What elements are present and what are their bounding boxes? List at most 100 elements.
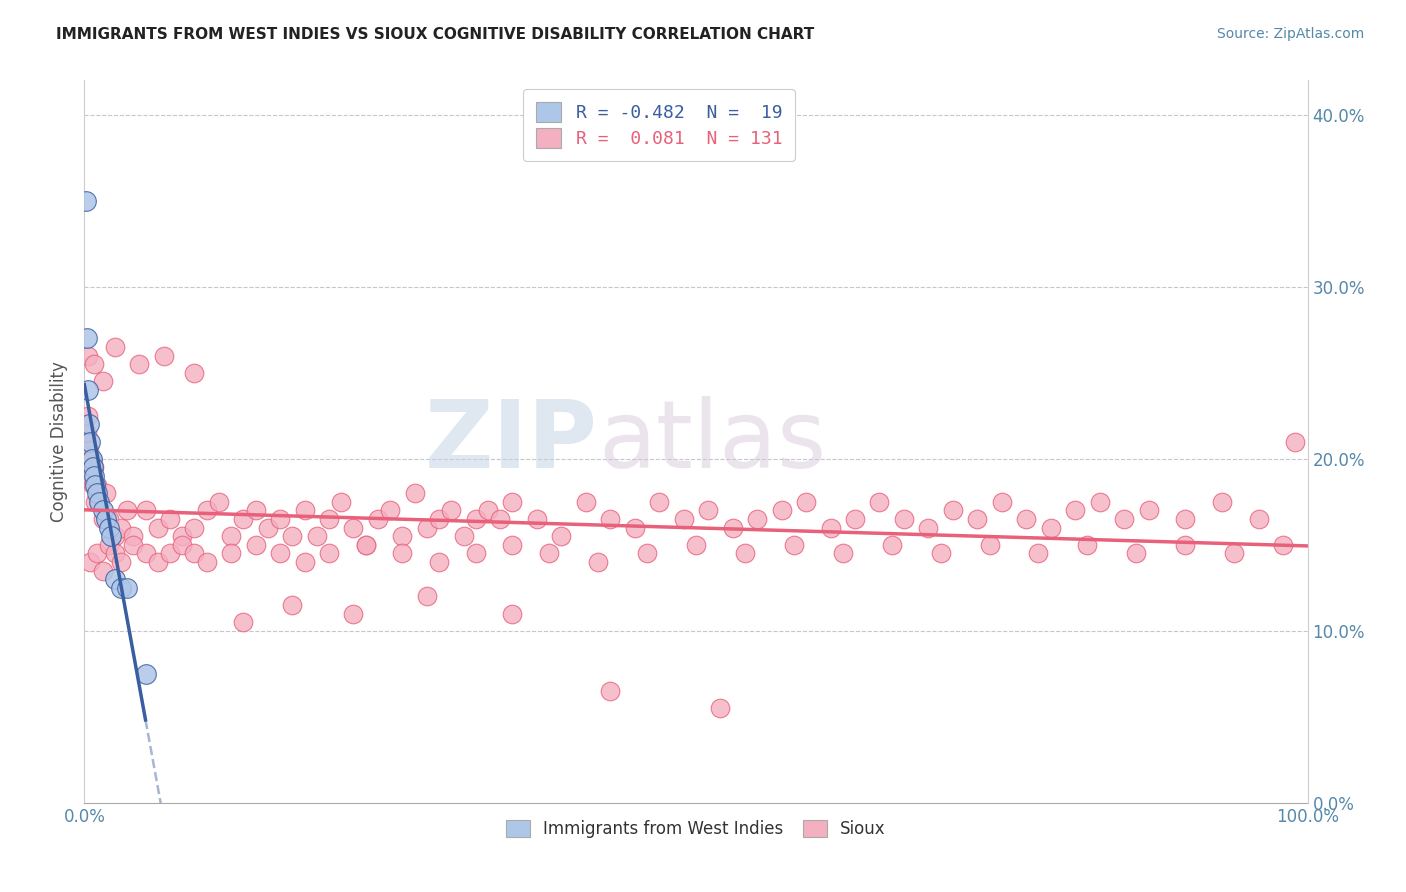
Point	[502, 607, 524, 621]
Point	[146, 555, 169, 569]
Point	[110, 555, 132, 569]
Point	[195, 503, 218, 517]
Point	[122, 538, 145, 552]
Point	[893, 512, 915, 526]
Point	[440, 503, 463, 517]
Point	[172, 538, 194, 552]
Point	[153, 349, 176, 363]
Point	[318, 546, 340, 560]
Point	[122, 529, 145, 543]
Point	[391, 529, 413, 543]
Point	[86, 477, 108, 491]
Point	[1223, 546, 1246, 560]
Point	[128, 357, 150, 371]
Text: IMMIGRANTS FROM WEST INDIES VS SIOUX COGNITIVE DISABILITY CORRELATION CHART: IMMIGRANTS FROM WEST INDIES VS SIOUX COG…	[56, 27, 814, 42]
Point	[672, 512, 695, 526]
Point	[75, 460, 97, 475]
Point	[734, 546, 756, 560]
Point	[427, 512, 450, 526]
Point	[538, 546, 561, 560]
Point	[83, 357, 105, 371]
Point	[135, 503, 157, 517]
Point	[586, 555, 609, 569]
Point	[416, 520, 439, 534]
Point	[135, 666, 157, 681]
Point	[183, 520, 205, 534]
Text: ZIP: ZIP	[425, 395, 598, 488]
Point	[917, 520, 939, 534]
Point	[747, 512, 769, 526]
Point	[80, 451, 103, 466]
Point	[172, 529, 194, 543]
Point	[219, 529, 242, 543]
Point	[354, 538, 377, 552]
Point	[550, 529, 572, 543]
Point	[831, 546, 853, 560]
Point	[942, 503, 965, 517]
Point	[709, 701, 731, 715]
Point	[232, 512, 254, 526]
Point	[269, 512, 291, 526]
Point	[77, 443, 100, 458]
Point	[869, 494, 891, 508]
Point	[342, 607, 364, 621]
Point	[1211, 494, 1233, 508]
Point	[195, 555, 218, 569]
Point	[1284, 434, 1306, 449]
Point	[1114, 512, 1136, 526]
Point	[104, 529, 127, 543]
Point	[391, 546, 413, 560]
Point	[76, 425, 98, 440]
Point	[330, 494, 353, 508]
Point	[91, 564, 114, 578]
Point	[77, 409, 100, 423]
Point	[427, 555, 450, 569]
Point	[97, 520, 120, 534]
Point	[1064, 503, 1087, 517]
Point	[979, 538, 1001, 552]
Point	[575, 494, 598, 508]
Point	[83, 460, 105, 475]
Point	[159, 546, 181, 560]
Point	[477, 503, 499, 517]
Point	[599, 512, 621, 526]
Point	[245, 538, 267, 552]
Point	[91, 503, 114, 517]
Text: Source: ZipAtlas.com: Source: ZipAtlas.com	[1216, 27, 1364, 41]
Point	[208, 494, 231, 508]
Point	[100, 529, 122, 543]
Point	[87, 494, 110, 508]
Point	[91, 512, 114, 526]
Point	[1076, 538, 1098, 552]
Point	[79, 555, 101, 569]
Point	[77, 417, 100, 432]
Point	[1088, 494, 1111, 508]
Point	[599, 684, 621, 698]
Point	[245, 503, 267, 517]
Point	[464, 512, 486, 526]
Point	[219, 546, 242, 560]
Point	[115, 581, 138, 595]
Point	[232, 615, 254, 630]
Point	[104, 340, 127, 354]
Point	[146, 520, 169, 534]
Point	[1137, 503, 1160, 517]
Point	[86, 546, 108, 560]
Point	[96, 512, 118, 526]
Point	[87, 494, 110, 508]
Point	[86, 486, 108, 500]
Point	[183, 546, 205, 560]
Point	[783, 538, 806, 552]
Point	[648, 494, 671, 508]
Point	[489, 512, 512, 526]
Point	[820, 520, 842, 534]
Point	[281, 529, 304, 543]
Point	[115, 503, 138, 517]
Point	[82, 460, 104, 475]
Point	[257, 520, 280, 534]
Point	[844, 512, 866, 526]
Point	[110, 520, 132, 534]
Point	[97, 538, 120, 552]
Text: atlas: atlas	[598, 395, 827, 488]
Point	[79, 469, 101, 483]
